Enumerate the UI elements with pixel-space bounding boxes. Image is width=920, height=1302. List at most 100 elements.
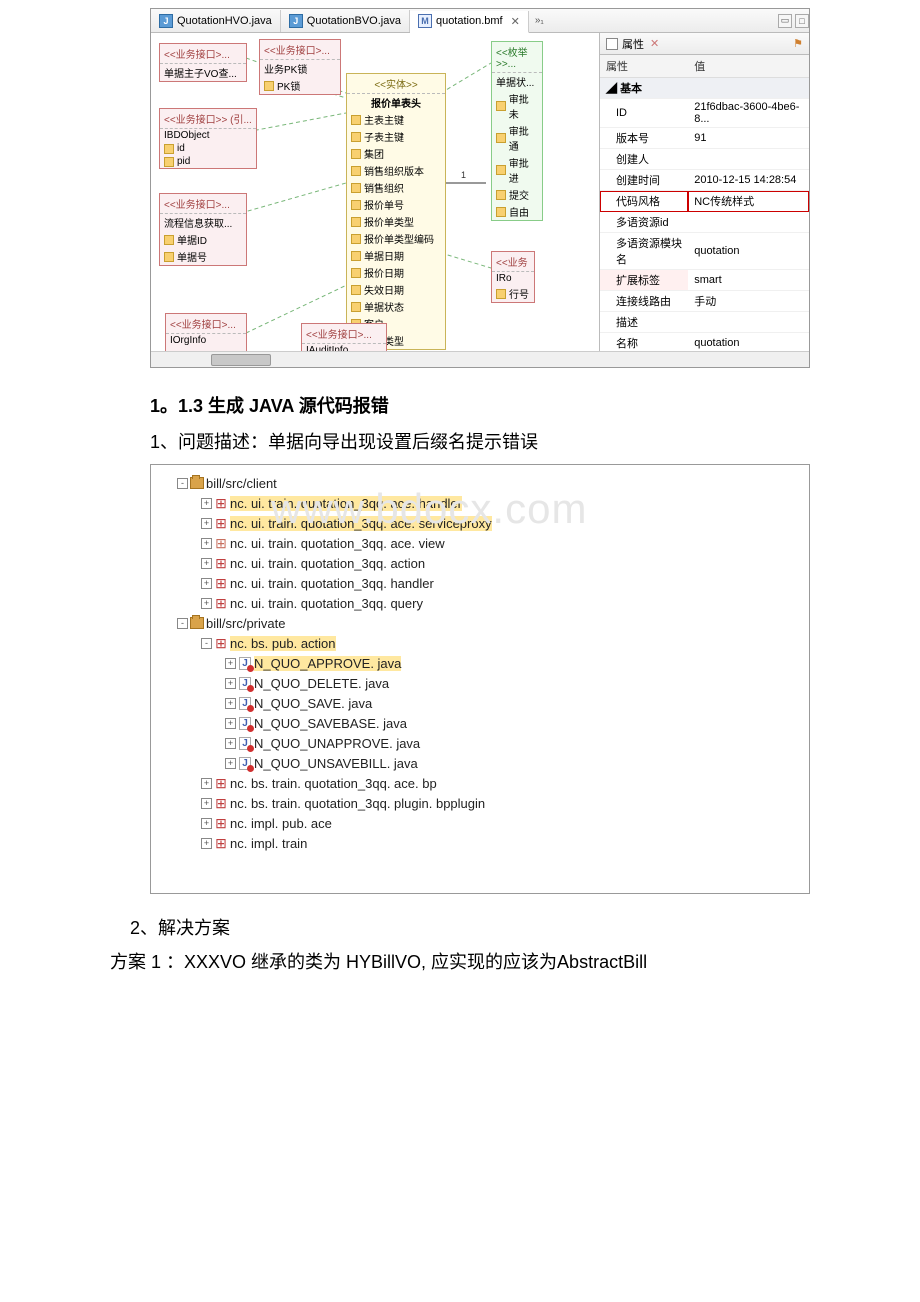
- tab-hvo[interactable]: JQuotationHVO.java: [151, 10, 281, 32]
- uml-canvas[interactable]: 1 <<业务接口>... 单据主子VO查... <<业务接口>... 业务PK锁…: [151, 33, 599, 351]
- uml-box-ibd[interactable]: <<业务接口>> (引... IBDObject id pid: [159, 108, 257, 169]
- expand-icon[interactable]: +: [225, 698, 236, 709]
- box-row: IOrgInfo: [166, 334, 246, 347]
- uml-box-vo[interactable]: <<业务接口>... 单据主子VO查...: [159, 43, 247, 82]
- expand-icon[interactable]: +: [201, 498, 212, 509]
- tree-item[interactable]: + N_QUO_SAVE. java: [163, 693, 797, 713]
- expand-icon[interactable]: -: [177, 478, 188, 489]
- uml-box-org[interactable]: <<业务接口>... IOrgInfo 只读: [165, 313, 247, 351]
- tab-bmf[interactable]: Mquotation.bmf✕: [410, 11, 529, 33]
- expand-icon[interactable]: +: [225, 718, 236, 729]
- tree-item[interactable]: + nc. bs. train. quotation_3qq. ace. bp: [163, 773, 797, 793]
- field-icon: [164, 157, 174, 167]
- tree-item[interactable]: + nc. ui. train. quotation_3qq. ace. han…: [163, 493, 797, 513]
- box-row: 只读: [166, 347, 246, 351]
- field-icon: [164, 235, 174, 245]
- properties-tab[interactable]: 属性 ✕ ⚑: [600, 33, 809, 55]
- expand-icon[interactable]: -: [201, 638, 212, 649]
- close-icon[interactable]: ✕: [511, 15, 520, 28]
- maximize-icon[interactable]: □: [795, 14, 809, 28]
- tree-item[interactable]: - bill/src/private: [163, 613, 797, 633]
- package-icon: [214, 536, 228, 550]
- prop-row[interactable]: 代码风格NC传统样式: [600, 191, 809, 212]
- prop-row[interactable]: 版本号91: [600, 128, 809, 149]
- uml-box-flow[interactable]: <<业务接口>... 流程信息获取... 单据ID 单据号: [159, 193, 247, 266]
- top-screenshot: JQuotationHVO.java JQuotationBVO.java Mq…: [150, 8, 810, 368]
- tree-item[interactable]: + nc. ui. train. quotation_3qq. handler: [163, 573, 797, 593]
- uml-box-audit[interactable]: <<业务接口>... IAuditInfo: [301, 323, 387, 351]
- tree-label: N_QUO_SAVEBASE. java: [254, 716, 407, 731]
- prop-row[interactable]: 扩展标签smart: [600, 270, 809, 291]
- tree-label: nc. ui. train. quotation_3qq. ace. view: [230, 536, 445, 551]
- horizontal-scrollbar[interactable]: [151, 351, 809, 367]
- minimize-icon[interactable]: ▭: [778, 14, 792, 28]
- prop-category[interactable]: ◢ 基本: [600, 78, 809, 99]
- tree-label: nc. bs. train. quotation_3qq. plugin. bp…: [230, 796, 485, 811]
- field-icon: [351, 132, 361, 142]
- prop-row[interactable]: ID21f6dbac-3600-4be6-8...: [600, 99, 809, 128]
- prop-row[interactable]: 多语资源模块名quotation: [600, 233, 809, 270]
- tree-item[interactable]: + nc. bs. train. quotation_3qq. plugin. …: [163, 793, 797, 813]
- flag-icon[interactable]: ⚑: [793, 37, 803, 50]
- prop-row[interactable]: 名称quotation: [600, 333, 809, 352]
- field-icon: [351, 234, 361, 244]
- package-icon: [214, 776, 228, 790]
- field-icon: [164, 144, 174, 154]
- expand-icon[interactable]: +: [225, 658, 236, 669]
- expand-icon[interactable]: +: [201, 598, 212, 609]
- box-row: PK锁: [260, 77, 340, 94]
- tree-item[interactable]: + N_QUO_SAVEBASE. java: [163, 713, 797, 733]
- enum-title: 单据状...: [492, 73, 542, 90]
- prop-val: 2010-12-15 14:28:54: [688, 170, 809, 191]
- java-file-error-icon: [238, 656, 252, 670]
- uml-box-pk[interactable]: <<业务接口>... 业务PK锁 PK锁: [259, 39, 341, 95]
- tree-item[interactable]: + nc. ui. train. quotation_3qq. query: [163, 593, 797, 613]
- prop-row[interactable]: 创建人: [600, 149, 809, 170]
- tree-item[interactable]: + N_QUO_UNAPPROVE. java: [163, 733, 797, 753]
- entity-hdr: <<实体>>: [347, 74, 445, 94]
- entity-field: 报价单类型编码: [347, 230, 445, 247]
- entity-field: 单据状态: [347, 298, 445, 315]
- tree-item[interactable]: - bill/src/client: [163, 473, 797, 493]
- expand-icon[interactable]: +: [201, 818, 212, 829]
- expand-icon[interactable]: +: [201, 778, 212, 789]
- expand-icon[interactable]: +: [201, 558, 212, 569]
- expand-icon[interactable]: +: [201, 518, 212, 529]
- tree-item[interactable]: + nc. ui. train. quotation_3qq. ace. ser…: [163, 513, 797, 533]
- enum-item: 自由: [492, 203, 542, 220]
- box-row: 单据主子VO查...: [160, 64, 246, 81]
- uml-enum[interactable]: <<枚举>>... 单据状... 审批未审批通审批进提交自由: [491, 41, 543, 221]
- expand-icon[interactable]: -: [177, 618, 188, 629]
- expand-icon[interactable]: +: [201, 838, 212, 849]
- prop-row[interactable]: 多语资源id: [600, 212, 809, 233]
- expand-icon[interactable]: +: [225, 758, 236, 769]
- prop-row[interactable]: 创建时间2010-12-15 14:28:54: [600, 170, 809, 191]
- tree-item[interactable]: + nc. ui. train. quotation_3qq. action: [163, 553, 797, 573]
- expand-icon[interactable]: +: [201, 538, 212, 549]
- field-icon: [351, 166, 361, 176]
- tree-item[interactable]: + N_QUO_APPROVE. java: [163, 653, 797, 673]
- pin-icon[interactable]: ✕: [650, 37, 659, 50]
- expand-icon[interactable]: +: [201, 798, 212, 809]
- tree-item[interactable]: + nc. ui. train. quotation_3qq. ace. vie…: [163, 533, 797, 553]
- tree-item[interactable]: + N_QUO_DELETE. java: [163, 673, 797, 693]
- uml-box-iro[interactable]: <<业务 IRo 行号: [491, 251, 535, 303]
- box-row: 业务PK锁: [260, 60, 340, 77]
- expand-icon[interactable]: +: [225, 738, 236, 749]
- enum-item: 审批进: [492, 154, 542, 186]
- tree-item[interactable]: + N_QUO_UNSAVEBILL. java: [163, 753, 797, 773]
- tree-item[interactable]: - nc. bs. pub. action: [163, 633, 797, 653]
- tab-overflow[interactable]: »₁: [535, 15, 544, 26]
- tree-item[interactable]: + nc. impl. train: [163, 833, 797, 853]
- expand-icon[interactable]: +: [201, 578, 212, 589]
- panel-title: 属性: [622, 36, 644, 52]
- package-tree[interactable]: - bill/src/client+ nc. ui. train. quotat…: [151, 465, 809, 861]
- entity-field: 报价单类型: [347, 213, 445, 230]
- expand-icon[interactable]: +: [225, 678, 236, 689]
- tree-item[interactable]: + nc. impl. pub. ace: [163, 813, 797, 833]
- prop-row[interactable]: 连接线路由手动: [600, 291, 809, 312]
- prop-row[interactable]: 描述: [600, 312, 809, 333]
- tab-bvo[interactable]: JQuotationBVO.java: [281, 10, 410, 32]
- scroll-thumb[interactable]: [211, 354, 271, 366]
- uml-entity[interactable]: <<实体>> 报价单表头 主表主键子表主键集团销售组织版本销售组织报价单号报价单…: [346, 73, 446, 350]
